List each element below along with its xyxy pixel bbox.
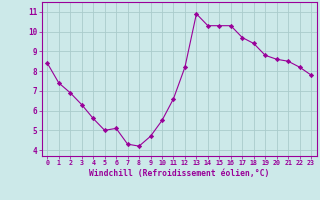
X-axis label: Windchill (Refroidissement éolien,°C): Windchill (Refroidissement éolien,°C) xyxy=(89,169,269,178)
